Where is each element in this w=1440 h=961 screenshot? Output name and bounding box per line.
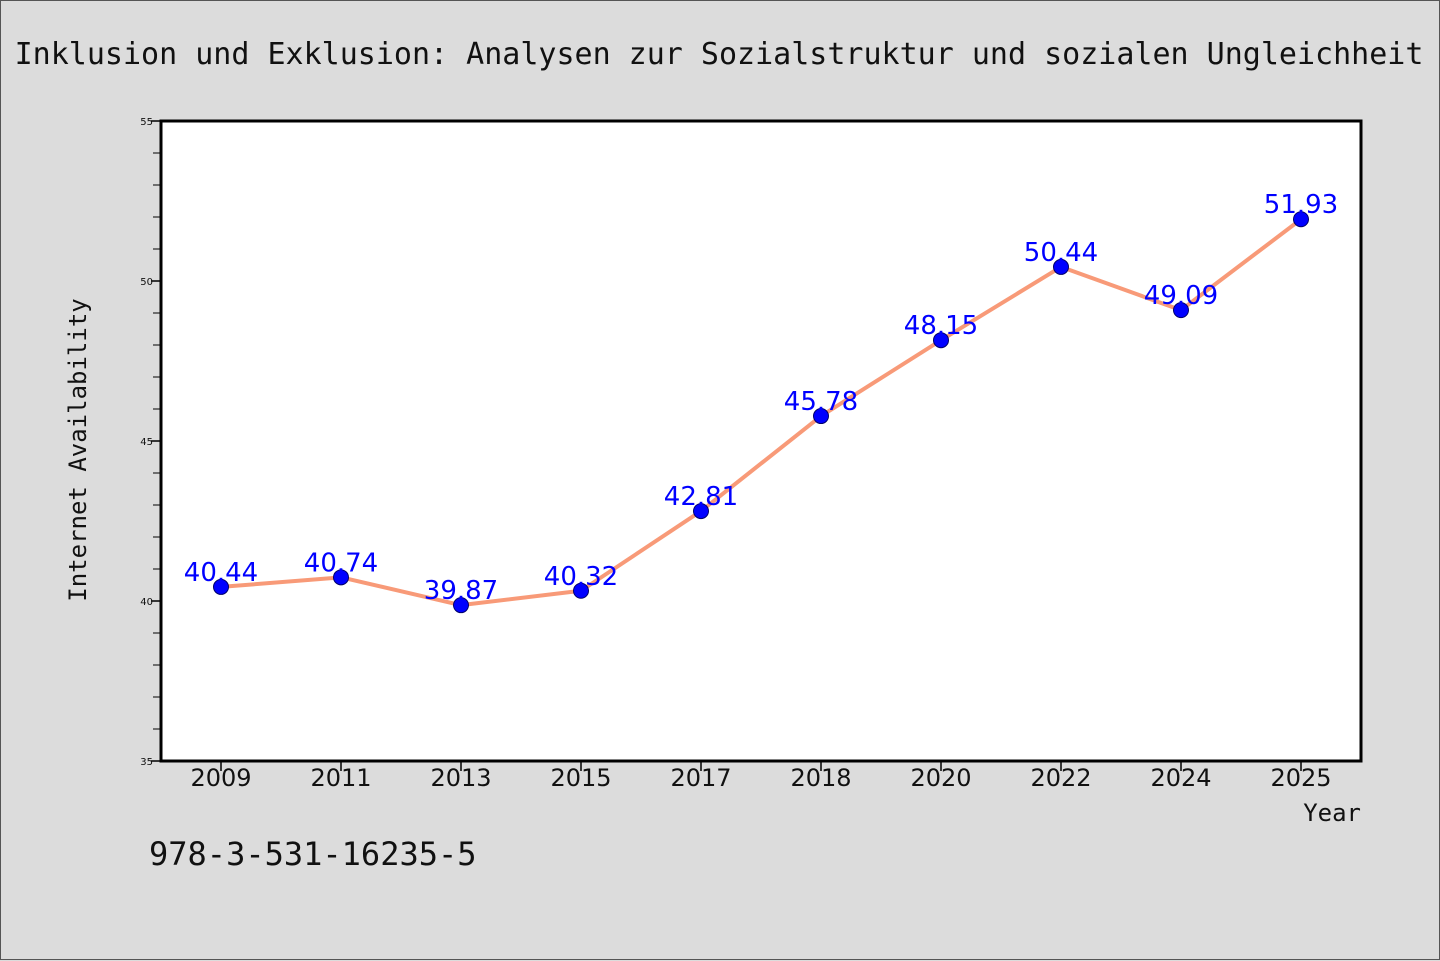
- x-tick-label: 2018: [790, 764, 851, 792]
- y-axis-ticks: 35 40 45 50 55: [140, 117, 161, 768]
- y-tick-label: 40: [140, 597, 153, 608]
- isbn-annotation: 978-3-531-16235-5: [149, 835, 477, 873]
- data-point: [213, 578, 229, 595]
- chart-title: Inklusion und Exklusion: Analysen zur So…: [15, 37, 1424, 72]
- x-tick-label: 2017: [670, 764, 731, 792]
- y-tick-label: 50: [140, 277, 153, 288]
- y-tick-label: 45: [140, 437, 153, 448]
- data-label: 40.74: [304, 548, 378, 578]
- x-tick-label: 2022: [1030, 764, 1091, 792]
- data-label: 48.15: [904, 311, 978, 341]
- series-group: 40.44 40.74 39.87 40.32 42.81 45.78 48.15 50.44…: [184, 190, 1338, 614]
- data-label: 40.32: [544, 562, 618, 592]
- data-label: 39.87: [424, 576, 498, 606]
- data-point: [813, 408, 829, 425]
- data-label: 51.93: [1264, 190, 1338, 220]
- data-label: 50.44: [1024, 238, 1098, 268]
- data-label: 42.81: [664, 482, 738, 512]
- data-point: [1293, 211, 1309, 228]
- x-tick-label: 2024: [1150, 764, 1211, 792]
- x-tick-label: 2013: [430, 764, 491, 792]
- data-point: [573, 582, 589, 599]
- x-axis-ticks: 2009 2011 2013 2015 2017 2018 2020 2022 2024 2025: [190, 761, 1332, 792]
- x-tick-label: 2020: [910, 764, 971, 792]
- y-tick-label: 55: [140, 117, 153, 128]
- x-tick-label: 2009: [190, 764, 251, 792]
- plot-area: [161, 121, 1361, 761]
- y-tick-label: 35: [140, 757, 153, 768]
- data-point: [1173, 302, 1189, 319]
- data-label: 45.78: [784, 387, 858, 417]
- y-axis-label: Internet Availability: [64, 298, 92, 601]
- plot-frame: [159, 119, 1363, 763]
- x-axis-label: Year: [1303, 799, 1361, 827]
- data-point: [1053, 258, 1069, 275]
- x-tick-label: 2025: [1270, 764, 1331, 792]
- data-label: 49.09: [1144, 281, 1218, 311]
- data-point: [933, 332, 949, 349]
- x-tick-label: 2015: [550, 764, 611, 792]
- data-label: 40.44: [184, 558, 258, 588]
- x-tick-label: 2011: [310, 764, 371, 792]
- series-line: [219, 217, 1303, 608]
- data-point: [693, 503, 709, 520]
- data-point: [453, 597, 469, 614]
- data-point: [333, 569, 349, 586]
